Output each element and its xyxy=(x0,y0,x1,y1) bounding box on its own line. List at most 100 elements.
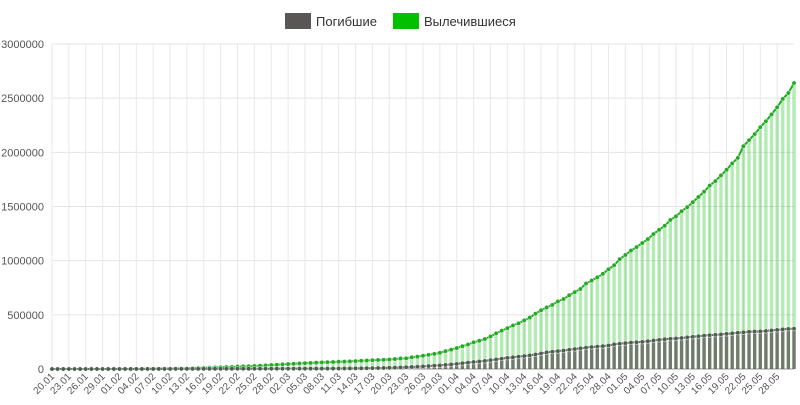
point xyxy=(235,367,239,371)
point xyxy=(185,367,189,371)
point xyxy=(488,334,492,338)
bar xyxy=(657,340,660,369)
point xyxy=(286,366,290,370)
point xyxy=(516,354,520,358)
point xyxy=(612,342,616,346)
bar xyxy=(590,347,593,369)
point xyxy=(443,349,447,353)
point xyxy=(539,351,543,355)
point xyxy=(634,340,638,344)
point xyxy=(179,367,183,371)
point xyxy=(404,356,408,360)
bar xyxy=(708,335,711,369)
point xyxy=(157,367,161,371)
point xyxy=(438,363,442,367)
y-tick-label: 1000000 xyxy=(1,256,44,268)
point xyxy=(719,332,723,336)
point xyxy=(629,248,633,252)
bar xyxy=(691,337,694,369)
point xyxy=(432,352,436,356)
bar xyxy=(624,343,627,369)
point xyxy=(775,105,779,109)
bar xyxy=(674,338,677,369)
point xyxy=(280,366,284,370)
point xyxy=(691,200,695,204)
point xyxy=(528,315,532,319)
legend-item: Погибшие xyxy=(285,13,377,29)
point xyxy=(353,359,357,363)
y-tick-label: 2000000 xyxy=(1,147,44,159)
point xyxy=(651,338,655,342)
point xyxy=(61,367,65,371)
point xyxy=(764,329,768,333)
point xyxy=(449,348,453,352)
y-tick-label: 500000 xyxy=(7,310,44,322)
bar xyxy=(629,343,632,369)
point xyxy=(292,366,296,370)
point xyxy=(421,354,425,358)
y-tick-label: 1500000 xyxy=(1,202,44,214)
point xyxy=(606,343,610,347)
point xyxy=(786,327,790,331)
point xyxy=(471,360,475,364)
point xyxy=(623,253,627,257)
bar xyxy=(641,342,644,369)
point xyxy=(556,349,560,353)
point xyxy=(84,367,88,371)
point xyxy=(533,352,537,356)
bar xyxy=(775,330,778,369)
bar xyxy=(725,334,728,369)
point xyxy=(320,366,324,370)
bar xyxy=(686,337,689,369)
bar xyxy=(719,334,722,369)
point xyxy=(663,224,667,228)
point xyxy=(359,366,363,370)
point xyxy=(567,348,571,352)
point xyxy=(769,328,773,332)
y-tick-label: 0 xyxy=(38,364,44,376)
legend-label: Погибшие xyxy=(316,14,377,29)
point xyxy=(679,336,683,340)
point xyxy=(499,328,503,332)
point xyxy=(477,339,481,343)
point xyxy=(488,358,492,362)
point xyxy=(584,281,588,285)
point xyxy=(258,366,262,370)
point xyxy=(303,361,307,365)
y-tick-label: 3000000 xyxy=(1,39,44,51)
point xyxy=(325,360,329,364)
point xyxy=(218,367,222,371)
point xyxy=(578,346,582,350)
bar xyxy=(663,339,666,369)
point xyxy=(106,367,110,371)
point xyxy=(376,358,380,362)
point xyxy=(618,257,622,261)
bar xyxy=(787,329,790,369)
point xyxy=(263,366,267,370)
point xyxy=(640,241,644,245)
bar xyxy=(567,350,570,369)
point xyxy=(573,290,577,294)
point xyxy=(646,237,650,241)
point xyxy=(320,360,324,364)
point xyxy=(359,359,363,363)
point xyxy=(308,366,312,370)
bar xyxy=(714,335,717,369)
point xyxy=(792,327,796,331)
point xyxy=(370,358,374,362)
point xyxy=(286,362,290,366)
point xyxy=(539,308,543,312)
point xyxy=(162,367,166,371)
bar xyxy=(770,330,773,369)
point xyxy=(741,144,745,148)
point xyxy=(544,350,548,354)
point xyxy=(325,366,329,370)
point xyxy=(196,367,200,371)
legend-label: Вылечившиеся xyxy=(424,14,516,29)
point xyxy=(578,287,582,291)
point xyxy=(370,366,374,370)
bar xyxy=(730,333,733,369)
point xyxy=(544,305,548,309)
point xyxy=(691,335,695,339)
